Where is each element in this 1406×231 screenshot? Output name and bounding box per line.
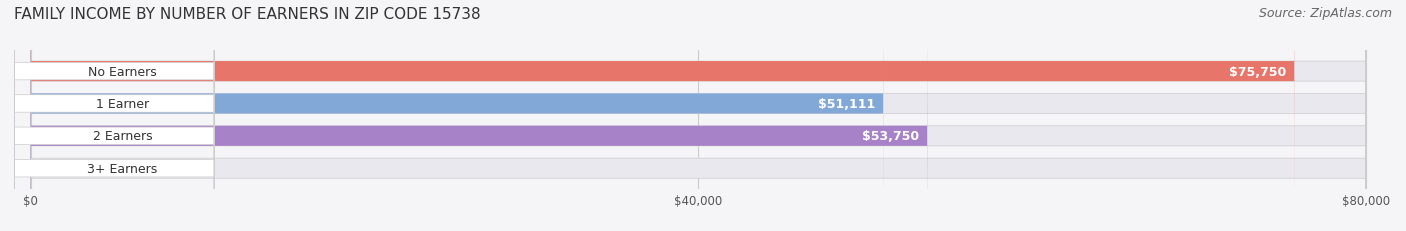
Text: $75,750: $75,750: [1229, 65, 1286, 78]
FancyBboxPatch shape: [14, 0, 214, 231]
FancyBboxPatch shape: [31, 0, 1365, 231]
Text: 2 Earners: 2 Earners: [93, 130, 152, 143]
Text: No Earners: No Earners: [89, 65, 157, 78]
FancyBboxPatch shape: [31, 0, 883, 231]
Text: Source: ZipAtlas.com: Source: ZipAtlas.com: [1258, 7, 1392, 20]
Text: $51,111: $51,111: [818, 97, 875, 110]
FancyBboxPatch shape: [31, 0, 1365, 231]
FancyBboxPatch shape: [31, 0, 1365, 231]
FancyBboxPatch shape: [31, 0, 1295, 231]
FancyBboxPatch shape: [31, 0, 928, 231]
Text: $53,750: $53,750: [862, 130, 920, 143]
Text: $0: $0: [56, 162, 73, 175]
FancyBboxPatch shape: [14, 0, 214, 231]
FancyBboxPatch shape: [14, 0, 214, 231]
Text: FAMILY INCOME BY NUMBER OF EARNERS IN ZIP CODE 15738: FAMILY INCOME BY NUMBER OF EARNERS IN ZI…: [14, 7, 481, 22]
Text: 3+ Earners: 3+ Earners: [87, 162, 157, 175]
Text: 1 Earner: 1 Earner: [96, 97, 149, 110]
FancyBboxPatch shape: [14, 0, 214, 231]
FancyBboxPatch shape: [31, 0, 1365, 231]
